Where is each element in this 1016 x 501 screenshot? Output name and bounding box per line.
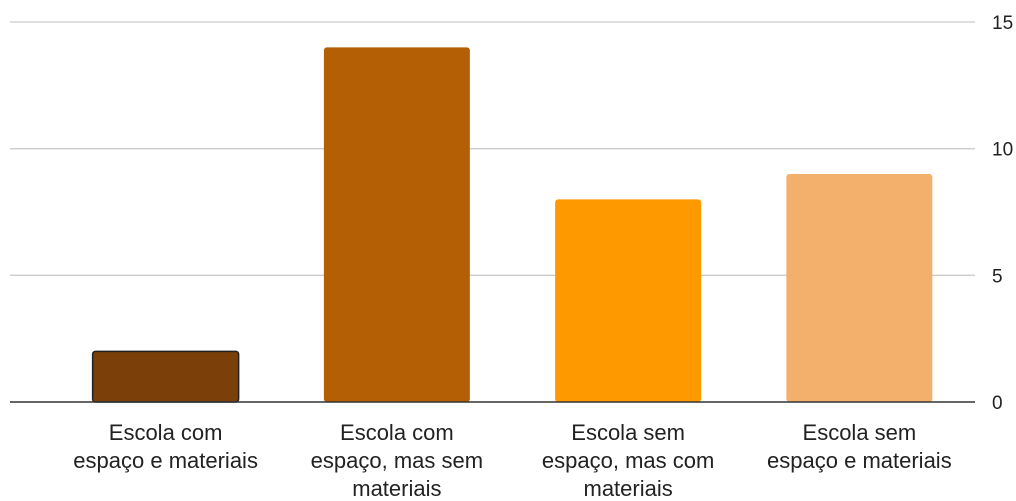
x-category-label-line: Escola com	[109, 420, 223, 445]
y-tick-label: 10	[992, 140, 1013, 161]
x-category-label-line: Escola sem	[571, 420, 685, 445]
x-category-label-line: espaço e materiais	[767, 448, 952, 473]
x-category-label-line: Escola sem	[803, 420, 917, 445]
bar	[91, 350, 240, 403]
x-category-label-line: espaço e materiais	[73, 448, 258, 473]
y-tick-label: 0	[992, 393, 1003, 414]
x-category-label-line: Escola com	[340, 420, 454, 445]
y-axis-tick-labels: 0 5 10 15	[992, 13, 1013, 414]
x-category-label: Escola sem espaço, mas com materiais	[542, 420, 714, 501]
x-category-label-line: espaço, mas com	[542, 448, 714, 473]
x-category-label-line: materiais	[352, 476, 441, 501]
x-category-label-line: espaço, mas sem	[311, 448, 483, 473]
x-category-label-line: materiais	[584, 476, 673, 501]
y-tick-label: 5	[992, 266, 1003, 287]
bars	[91, 47, 933, 403]
x-category-label: Escola com espaço e materiais	[73, 420, 258, 473]
x-category-label: Escola com espaço, mas sem materiais	[311, 420, 483, 501]
x-category-label: Escola sem espaço e materiais	[767, 420, 952, 473]
bar	[323, 47, 470, 402]
bar	[786, 174, 933, 402]
x-axis-category-labels: Escola com espaço e materiais Escola com es…	[73, 420, 951, 501]
bar	[555, 199, 702, 402]
y-tick-label: 15	[992, 13, 1013, 34]
